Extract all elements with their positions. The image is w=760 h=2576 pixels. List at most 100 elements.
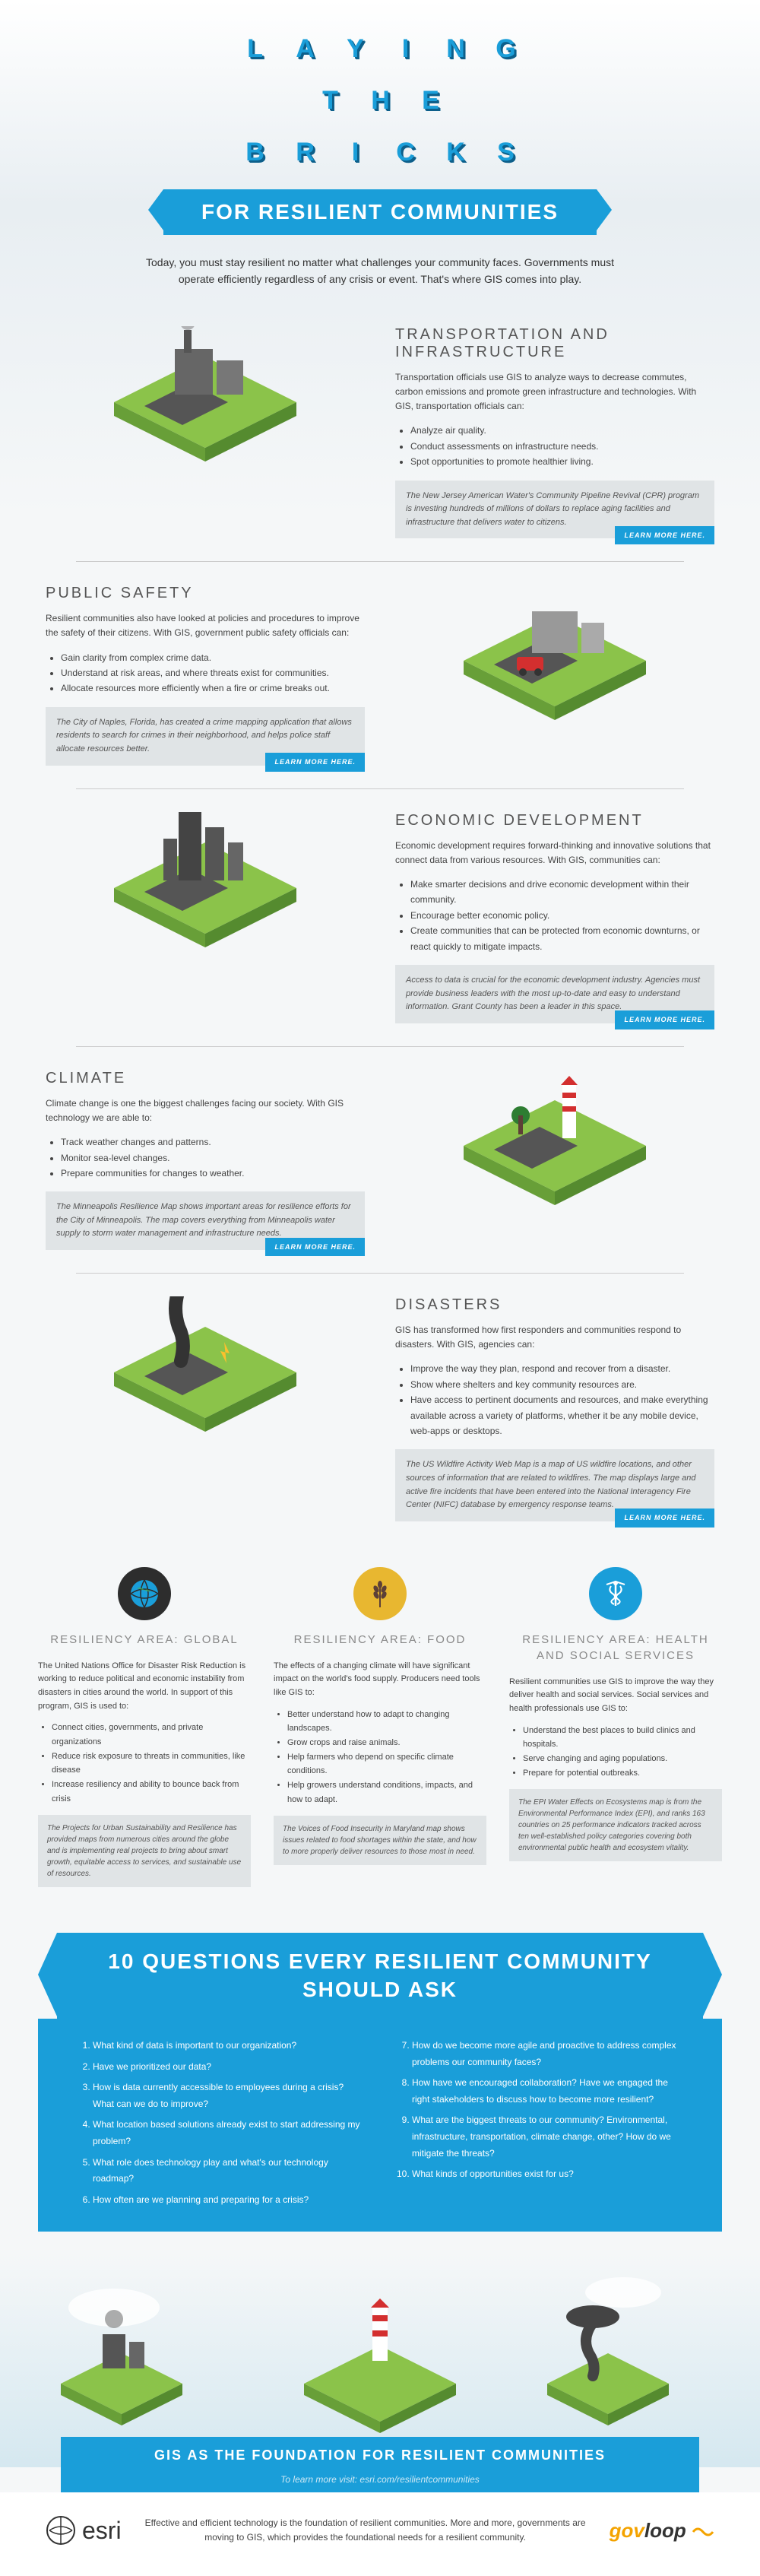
area-callout: The Projects for Urban Sustainability an… [38,1815,251,1887]
globe-icon [118,1567,171,1620]
brick-letter: I [337,134,373,170]
footer-scene [0,2254,760,2467]
questions-banner: 10 QUESTIONS EVERY RESILIENT COMMUNITY S… [57,1933,703,2019]
area-callout: The EPI Water Effects on Ecosystems map … [509,1789,722,1861]
section-title: ECONOMIC DEVELOPMENT [395,812,714,830]
area-wheat: RESILIENCY AREA: FOOD The effects of a c… [274,1567,486,1888]
area-list: Connect cities, governments, and private… [38,1721,251,1806]
section-disasters: DISASTERS GIS has transformed how first … [0,1274,760,1544]
question-item: How have we encouraged collaboration? Ha… [412,2075,684,2108]
govloop-logo: govloop [610,2519,714,2543]
brick-letter: H [362,82,398,119]
brick-letter: N [437,30,473,67]
resiliency-areas: RESILIENCY AREA: GLOBAL The United Natio… [0,1544,760,1911]
footer-logos: esri Effective and efficient technology … [0,2492,760,2576]
section-illustration [46,1296,365,1448]
area-title: RESILIENCY AREA: GLOBAL [38,1632,251,1648]
section-callout: Access to data is crucial for the econom… [395,965,714,1023]
brick-letter: Y [337,30,373,67]
section-illustration [395,585,714,737]
section-callout: The US Wildfire Activity Web Map is a ma… [395,1449,714,1521]
list-item: Create communities that can be protected… [410,923,714,954]
question-item: How is data currently accessible to empl… [93,2080,365,2112]
question-item: What kinds of opportunities exist for us… [412,2166,684,2183]
brick-title: LAYINGTHEBRICKS [84,30,676,170]
intro-text: Today, you must stay resilient no matter… [144,254,616,288]
area-title: RESILIENCY AREA: HEALTH AND SOCIAL SERVI… [509,1632,722,1664]
area-desc: The effects of a changing climate will h… [274,1660,486,1700]
footer-text: Effective and efficient technology is th… [122,2516,610,2545]
area-title: RESILIENCY AREA: FOOD [274,1632,486,1648]
section-desc: GIS has transformed how first responders… [395,1323,714,1352]
learn-more-button[interactable]: LEARN MORE HERE. [615,1508,714,1527]
section-public-safety: PUBLIC SAFETY Resilient communities also… [0,562,760,788]
list-item: Conduct assessments on infrastructure ne… [410,439,714,454]
question-item: How often are we planning and preparing … [93,2192,365,2209]
footer-banner: GIS AS THE FOUNDATION FOR RESILIENT COMM… [61,2437,699,2474]
list-item: Reduce risk exposure to threats in commu… [52,1750,251,1778]
area-desc: Resilient communities use GIS to improve… [509,1676,722,1716]
list-item: Better understand how to adapt to changi… [287,1708,486,1736]
list-item: Improve the way they plan, respond and r… [410,1361,714,1376]
section-callout: The New Jersey American Water's Communit… [395,481,714,539]
learn-more-button[interactable]: LEARN MORE HERE. [265,753,365,771]
brick-letter: L [236,30,273,67]
brick-letter: T [312,82,348,119]
section-desc: Transportation officials use GIS to anal… [395,370,714,414]
list-item: Increase resiliency and ability to bounc… [52,1778,251,1806]
area-list: Understand the best places to build clin… [509,1724,722,1781]
brick-letter: K [437,134,473,170]
section-callout: The City of Naples, Florida, has created… [46,707,365,766]
area-desc: The United Nations Office for Disaster R… [38,1660,251,1713]
wheat-icon [353,1567,407,1620]
list-item: Gain clarity from complex crime data. [61,650,365,665]
section-list: Make smarter decisions and drive economi… [395,877,714,954]
brick-letter: B [236,134,273,170]
question-item: What are the biggest threats to our comm… [412,2112,684,2162]
area-callout: The Voices of Food Insecurity in Marylan… [274,1816,486,1865]
list-item: Track weather changes and patterns. [61,1134,365,1150]
list-item: Prepare for potential outbreaks. [523,1766,722,1781]
list-item: Have access to pertinent documents and r… [410,1392,714,1439]
brick-letter: I [387,30,423,67]
brick-letter: S [487,134,524,170]
section-title: PUBLIC SAFETY [46,585,365,602]
brick-letter: R [287,134,323,170]
header-banner: FOR RESILIENT COMMUNITIES [163,189,597,235]
section-transportation-and-infrastructure: TRANSPORTATION AND INFRASTRUCTURE Transp… [0,303,760,562]
list-item: Serve changing and aging populations. [523,1752,722,1766]
brick-letter: A [287,30,323,67]
learn-more-button[interactable]: LEARN MORE HERE. [615,526,714,544]
list-item: Allocate resources more efficiently when… [61,680,365,696]
section-illustration [395,1070,714,1222]
list-item: Connect cities, governments, and private… [52,1721,251,1749]
section-list: Track weather changes and patterns.Monit… [46,1134,365,1181]
footer-sub: To learn more visit: esri.com/resilientc… [61,2474,699,2492]
learn-more-button[interactable]: LEARN MORE HERE. [615,1010,714,1029]
header: LAYINGTHEBRICKS FOR RESILIENT COMMUNITIE… [0,0,760,303]
question-item: How do we become more agile and proactiv… [412,2038,684,2070]
section-title: TRANSPORTATION AND INFRASTRUCTURE [395,326,714,361]
area-list: Better understand how to adapt to changi… [274,1708,486,1807]
list-item: Make smarter decisions and drive economi… [410,877,714,908]
questions-section: 10 QUESTIONS EVERY RESILIENT COMMUNITY S… [0,1910,760,2254]
questions-right: How do we become more agile and proactiv… [395,2038,684,2213]
section-list: Improve the way they plan, respond and r… [395,1361,714,1439]
section-list: Gain clarity from complex crime data.Und… [46,650,365,696]
question-item: What location based solutions already ex… [93,2117,365,2149]
section-illustration [46,812,365,964]
section-list: Analyze air quality.Conduct assessments … [395,423,714,469]
list-item: Help growers understand conditions, impa… [287,1778,486,1807]
list-item: Help farmers who depend on specific clim… [287,1750,486,1778]
brick-letter: C [387,134,423,170]
section-callout: The Minneapolis Resilience Map shows imp… [46,1191,365,1250]
area-medical: RESILIENCY AREA: HEALTH AND SOCIAL SERVI… [509,1567,722,1888]
area-globe: RESILIENCY AREA: GLOBAL The United Natio… [38,1567,251,1888]
list-item: Show where shelters and key community re… [410,1377,714,1392]
list-item: Grow crops and raise animals. [287,1736,486,1750]
section-desc: Economic development requires forward-th… [395,839,714,868]
section-title: CLIMATE [46,1070,365,1087]
brick-letter: E [412,82,448,119]
section-climate: CLIMATE Climate change is one the bigges… [0,1047,760,1273]
learn-more-button[interactable]: LEARN MORE HERE. [265,1238,365,1256]
